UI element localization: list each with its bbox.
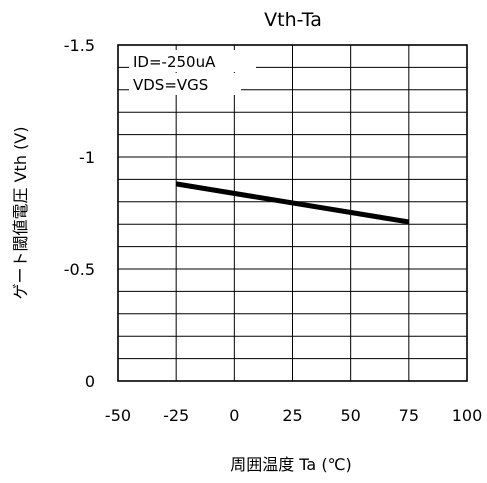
- annotation-background-2: [129, 73, 241, 95]
- x-tick-label: 100: [452, 406, 483, 425]
- series: [175, 181, 410, 225]
- plot-frame: [117, 44, 468, 382]
- y-tick-label: -1.5: [64, 36, 95, 55]
- y-axis-label: ゲート閾値電圧 Vth (V): [11, 127, 30, 300]
- series-line: [175, 181, 410, 225]
- chart-title: Vth-Ta: [264, 9, 322, 31]
- grid: [117, 44, 468, 382]
- x-tick-label: 25: [282, 406, 302, 425]
- annotation-vds: VDS=VGS: [133, 76, 208, 94]
- x-tick-label: -25: [163, 406, 189, 425]
- y-tick-label: -0.5: [64, 260, 95, 279]
- x-tick-label: 75: [399, 406, 419, 425]
- annotation-id: ID=-250uA: [133, 53, 216, 71]
- y-tick-labels: -1.5 -1 -0.5 0: [64, 36, 95, 391]
- y-tick-label: 0: [85, 372, 95, 391]
- x-tick-labels: -50 -25 0 25 50 75 100: [105, 406, 482, 425]
- y-tick-label: -1: [79, 148, 95, 167]
- x-tick-label: -50: [105, 406, 131, 425]
- annotations: ID=-250uA VDS=VGS: [129, 50, 256, 95]
- x-tick-label: 0: [229, 406, 239, 425]
- x-axis-label: 周囲温度 Ta (℃): [230, 455, 352, 474]
- annotation-background-1: [129, 50, 256, 72]
- x-tick-label: 50: [340, 406, 360, 425]
